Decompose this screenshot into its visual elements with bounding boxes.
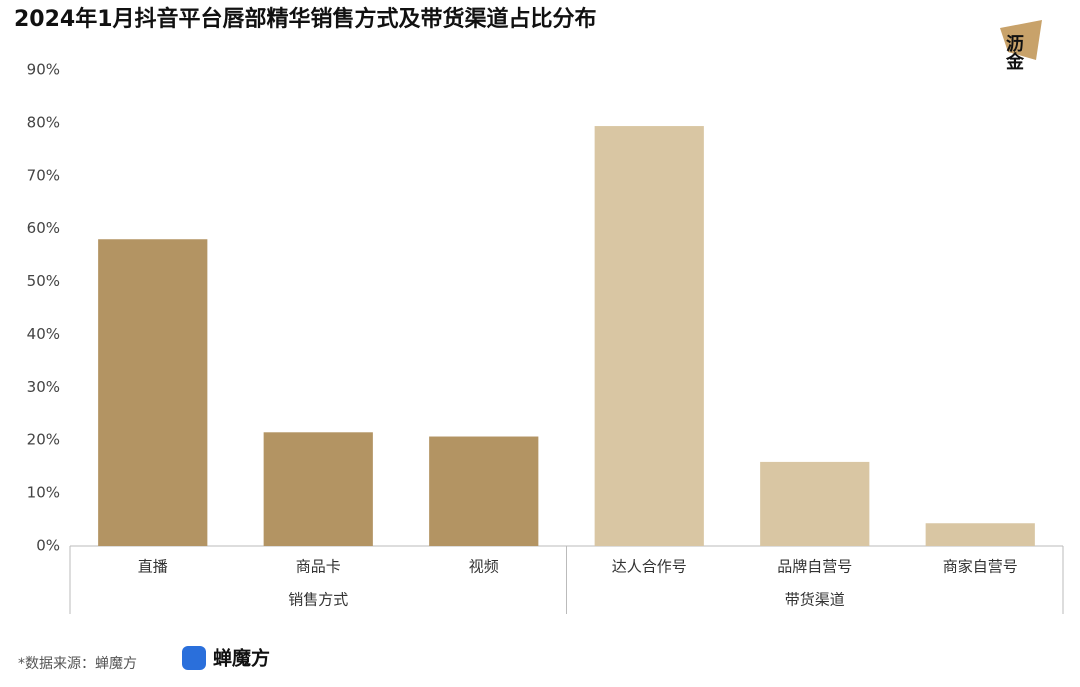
bar	[594, 126, 704, 546]
brand-logo: 蝉魔方	[213, 647, 270, 670]
x-tick-label: 直播	[138, 558, 168, 576]
y-tick-label: 70%	[27, 166, 60, 184]
y-tick-label: 20%	[27, 431, 60, 449]
bar	[98, 239, 208, 546]
x-tick-label: 商家自营号	[943, 558, 1018, 576]
group-label: 带货渠道	[785, 591, 845, 609]
bar	[760, 461, 870, 546]
brand-icon	[182, 646, 206, 670]
x-tick-label: 品牌自营号	[777, 558, 852, 576]
y-tick-label: 60%	[27, 219, 60, 237]
y-tick-label: 40%	[27, 325, 60, 343]
y-tick-label: 10%	[27, 484, 60, 502]
y-tick-label: 80%	[27, 113, 60, 131]
source-note: *数据来源：蝉魔方	[18, 656, 137, 672]
x-tick-label: 商品卡	[296, 558, 341, 576]
bar	[925, 523, 1035, 546]
y-tick-label: 0%	[36, 537, 60, 555]
chart-title: 2024年1月抖音平台唇部精华销售方式及带货渠道占比分布	[14, 6, 597, 32]
corner-logo-shape	[1000, 20, 1042, 60]
x-tick-label: 视频	[469, 558, 499, 576]
x-tick-label: 达人合作号	[612, 558, 687, 576]
corner-logo: 沥金	[1003, 34, 1025, 70]
bar	[429, 436, 539, 546]
y-tick-label: 50%	[27, 272, 60, 290]
y-tick-label: 90%	[27, 61, 60, 79]
group-label: 销售方式	[288, 591, 348, 609]
bar	[263, 432, 373, 546]
y-tick-label: 30%	[27, 378, 60, 396]
